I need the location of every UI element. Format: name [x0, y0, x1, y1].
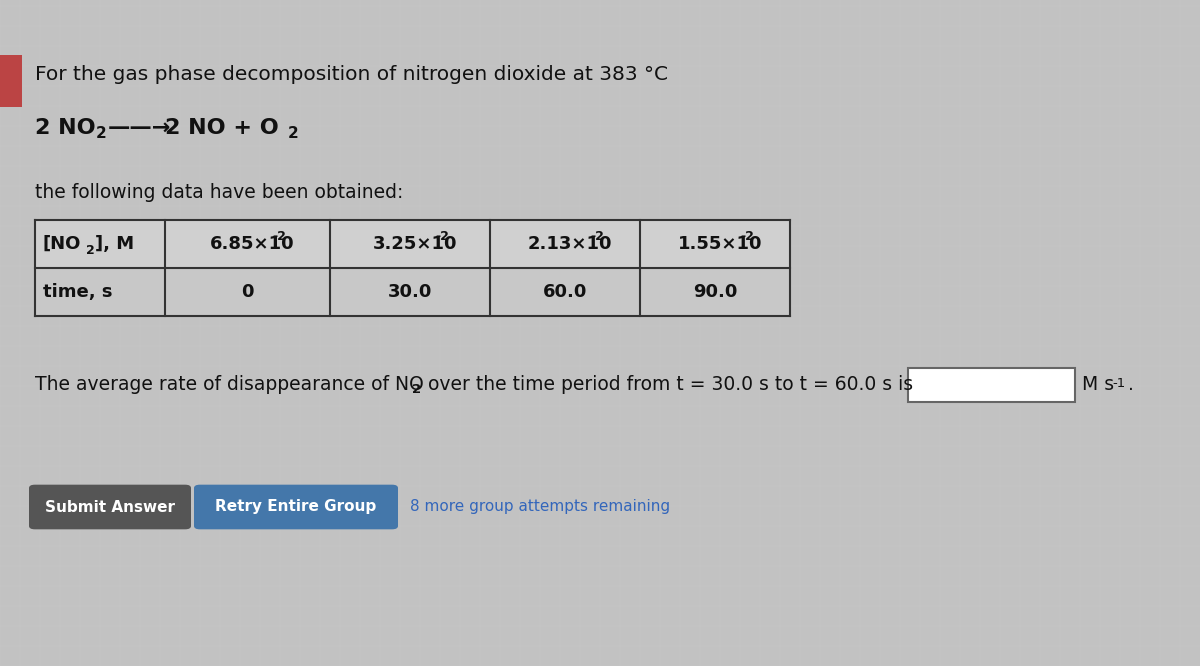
Text: The average rate of disappearance of NO: The average rate of disappearance of NO — [35, 375, 424, 394]
Text: Submit Answer: Submit Answer — [44, 500, 175, 515]
Text: 2: 2 — [412, 383, 421, 396]
Text: 60.0: 60.0 — [542, 283, 587, 301]
Text: -2: -2 — [436, 230, 449, 244]
Text: 2: 2 — [96, 126, 107, 141]
Text: 90.0: 90.0 — [692, 283, 737, 301]
Text: For the gas phase decomposition of nitrogen dioxide at 383 °C: For the gas phase decomposition of nitro… — [35, 65, 668, 84]
Text: -1: -1 — [1112, 377, 1126, 390]
Text: 30.0: 30.0 — [388, 283, 432, 301]
Text: M s: M s — [1082, 375, 1114, 394]
Text: -2: -2 — [590, 230, 604, 244]
Text: time, s: time, s — [43, 283, 113, 301]
Text: .: . — [1128, 375, 1134, 394]
Text: 1.55×10: 1.55×10 — [678, 235, 762, 253]
Text: 8 more group attempts remaining: 8 more group attempts remaining — [410, 500, 670, 515]
Text: 2.13×10: 2.13×10 — [528, 235, 612, 253]
Text: the following data have been obtained:: the following data have been obtained: — [35, 183, 403, 202]
Text: 2 NO: 2 NO — [35, 118, 96, 138]
Text: over the time period from t = 30.0 s to t = 60.0 s is: over the time period from t = 30.0 s to … — [422, 375, 913, 394]
Text: [NO: [NO — [43, 235, 82, 253]
Text: 2: 2 — [86, 244, 95, 256]
Text: 0: 0 — [241, 283, 253, 301]
Text: 2 NO + O: 2 NO + O — [166, 118, 278, 138]
Text: 3.25×10: 3.25×10 — [373, 235, 457, 253]
Text: 2: 2 — [288, 126, 299, 141]
Text: -2: -2 — [740, 230, 754, 244]
Text: 6.85×10: 6.85×10 — [210, 235, 295, 253]
Text: Retry Entire Group: Retry Entire Group — [215, 500, 377, 515]
Text: ], M: ], M — [95, 235, 134, 253]
Text: ——→: ——→ — [108, 118, 172, 138]
Text: -2: -2 — [272, 230, 286, 244]
